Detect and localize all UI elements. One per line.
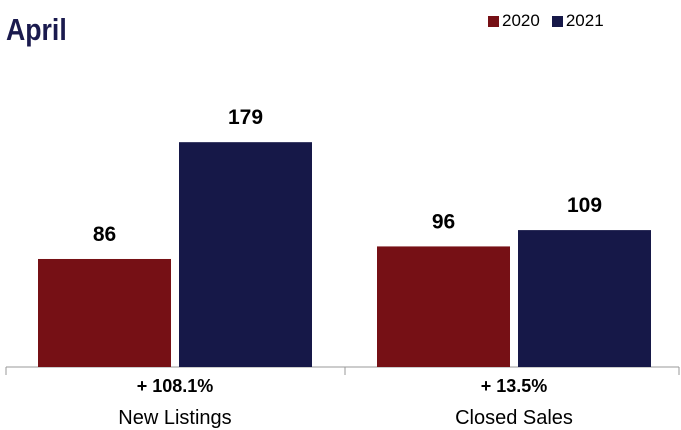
change-label-closed-sales: + 13.5% [481, 376, 548, 396]
legend-item-2020: 2020 [488, 11, 540, 31]
legend-swatch-2020 [488, 15, 499, 27]
data-label-closed-sales-2020: 96 [432, 210, 455, 233]
legend-label-2021: 2021 [565, 11, 604, 30]
category-label-new-listings: New Listings [118, 407, 231, 429]
bar-closed-sales-2020 [377, 246, 510, 367]
data-label-closed-sales-2021: 109 [567, 194, 602, 217]
legend-item-2021: 2021 [551, 11, 604, 31]
chart-legend: 2020 2021 [488, 11, 616, 31]
chart-title: April [6, 12, 67, 47]
bar-new-listings-2020 [38, 258, 171, 367]
data-label-new-listings-2021: 179 [228, 106, 263, 129]
bar-closed-sales-2021 [518, 230, 651, 367]
category-label-closed-sales: Closed Sales [455, 407, 573, 429]
legend-label-2020: 2020 [502, 11, 540, 30]
change-label-new-listings: + 108.1% [137, 376, 214, 396]
bar-new-listings-2021 [179, 142, 312, 367]
data-label-new-listings-2020: 86 [93, 223, 116, 246]
legend-swatch-2021 [551, 15, 563, 27]
